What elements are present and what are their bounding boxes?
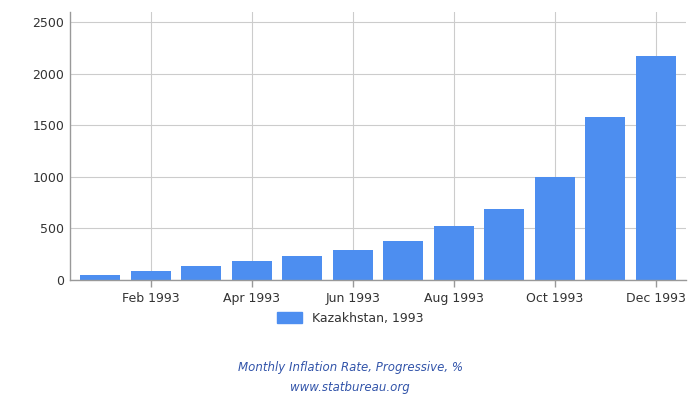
Bar	[383, 241, 424, 280]
Bar	[433, 226, 474, 280]
Bar	[332, 250, 373, 280]
Bar	[636, 56, 676, 280]
Bar	[585, 117, 625, 280]
Text: www.statbureau.org: www.statbureau.org	[290, 382, 410, 394]
Bar	[484, 209, 524, 280]
Bar	[131, 271, 171, 280]
Bar	[181, 266, 221, 280]
Text: Monthly Inflation Rate, Progressive, %: Monthly Inflation Rate, Progressive, %	[237, 362, 463, 374]
Bar	[232, 261, 272, 280]
Bar	[282, 256, 323, 280]
Legend: Kazakhstan, 1993: Kazakhstan, 1993	[272, 307, 428, 330]
Bar	[535, 177, 575, 280]
Bar	[80, 275, 120, 280]
